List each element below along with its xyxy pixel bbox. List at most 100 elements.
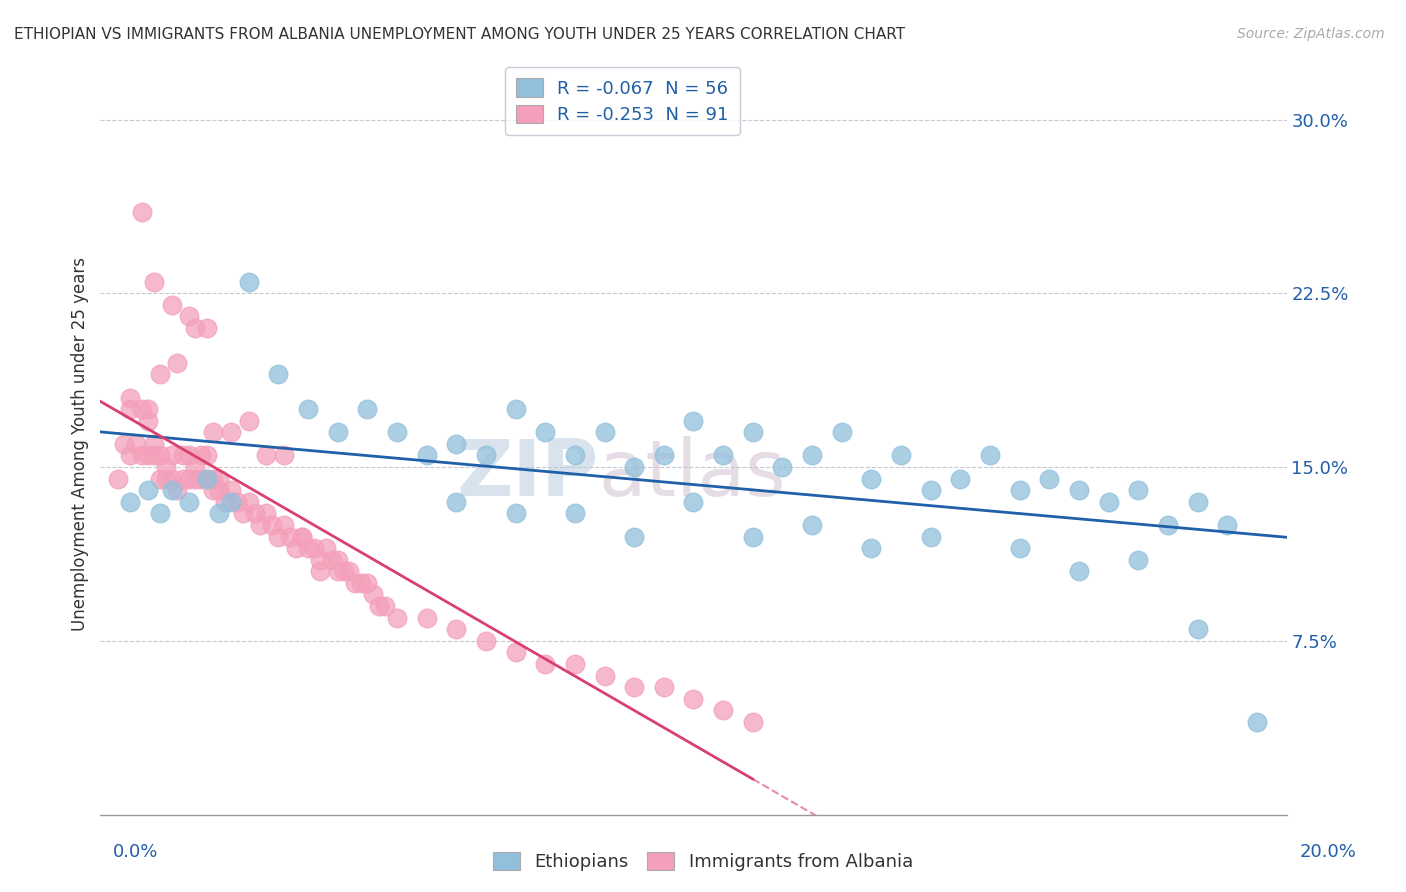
Point: [682, 691, 704, 706]
Point: [302, 541, 325, 556]
Point: [741, 425, 763, 440]
Point: [190, 472, 212, 486]
Point: [166, 356, 188, 370]
Point: [374, 599, 396, 613]
Point: [344, 575, 367, 590]
Point: [149, 368, 172, 382]
Point: [155, 472, 177, 486]
Point: [623, 530, 645, 544]
Point: [1038, 472, 1060, 486]
Point: [534, 425, 557, 440]
Point: [1128, 483, 1150, 498]
Point: [179, 449, 201, 463]
Point: [190, 449, 212, 463]
Point: [741, 530, 763, 544]
Point: [297, 402, 319, 417]
Point: [136, 449, 159, 463]
Point: [202, 472, 225, 486]
Point: [339, 564, 361, 578]
Point: [107, 472, 129, 486]
Point: [172, 449, 194, 463]
Point: [149, 507, 172, 521]
Point: [273, 518, 295, 533]
Point: [860, 541, 883, 556]
Point: [238, 495, 260, 509]
Point: [166, 483, 188, 498]
Point: [112, 437, 135, 451]
Point: [475, 449, 498, 463]
Point: [160, 472, 183, 486]
Point: [184, 321, 207, 335]
Point: [711, 703, 734, 717]
Point: [179, 495, 201, 509]
Point: [564, 657, 586, 671]
Point: [195, 449, 218, 463]
Point: [243, 507, 266, 521]
Point: [267, 530, 290, 544]
Point: [368, 599, 391, 613]
Point: [131, 449, 153, 463]
Point: [1157, 518, 1180, 533]
Point: [202, 483, 225, 498]
Point: [949, 472, 972, 486]
Point: [149, 449, 172, 463]
Legend: Ethiopians, Immigrants from Albania: Ethiopians, Immigrants from Albania: [486, 845, 920, 879]
Point: [315, 541, 337, 556]
Point: [1246, 714, 1268, 729]
Point: [890, 449, 912, 463]
Point: [593, 425, 616, 440]
Point: [131, 402, 153, 417]
Point: [385, 610, 408, 624]
Text: atlas: atlas: [599, 435, 786, 511]
Point: [254, 507, 277, 521]
Point: [1008, 483, 1031, 498]
Point: [623, 680, 645, 694]
Point: [415, 449, 437, 463]
Point: [308, 552, 330, 566]
Point: [149, 472, 172, 486]
Point: [350, 575, 373, 590]
Point: [160, 449, 183, 463]
Point: [238, 414, 260, 428]
Point: [278, 530, 301, 544]
Point: [285, 541, 308, 556]
Point: [136, 402, 159, 417]
Point: [1128, 552, 1150, 566]
Point: [979, 449, 1001, 463]
Point: [195, 321, 218, 335]
Point: [356, 402, 378, 417]
Point: [232, 507, 254, 521]
Point: [1187, 622, 1209, 636]
Text: 0.0%: 0.0%: [112, 843, 157, 861]
Point: [711, 449, 734, 463]
Point: [801, 518, 824, 533]
Point: [179, 310, 201, 324]
Point: [652, 449, 675, 463]
Point: [160, 298, 183, 312]
Point: [444, 622, 467, 636]
Point: [444, 495, 467, 509]
Point: [136, 483, 159, 498]
Point: [136, 414, 159, 428]
Point: [801, 449, 824, 463]
Text: 20.0%: 20.0%: [1301, 843, 1357, 861]
Point: [291, 530, 314, 544]
Point: [262, 518, 284, 533]
Point: [214, 495, 236, 509]
Y-axis label: Unemployment Among Youth under 25 years: Unemployment Among Youth under 25 years: [72, 257, 89, 631]
Point: [273, 449, 295, 463]
Point: [308, 564, 330, 578]
Point: [195, 472, 218, 486]
Point: [142, 449, 165, 463]
Point: [1067, 564, 1090, 578]
Point: [208, 483, 231, 498]
Point: [172, 472, 194, 486]
Point: [623, 460, 645, 475]
Point: [225, 495, 247, 509]
Text: ZIP: ZIP: [457, 435, 599, 511]
Point: [593, 668, 616, 682]
Point: [505, 507, 527, 521]
Point: [155, 460, 177, 475]
Point: [195, 472, 218, 486]
Point: [564, 507, 586, 521]
